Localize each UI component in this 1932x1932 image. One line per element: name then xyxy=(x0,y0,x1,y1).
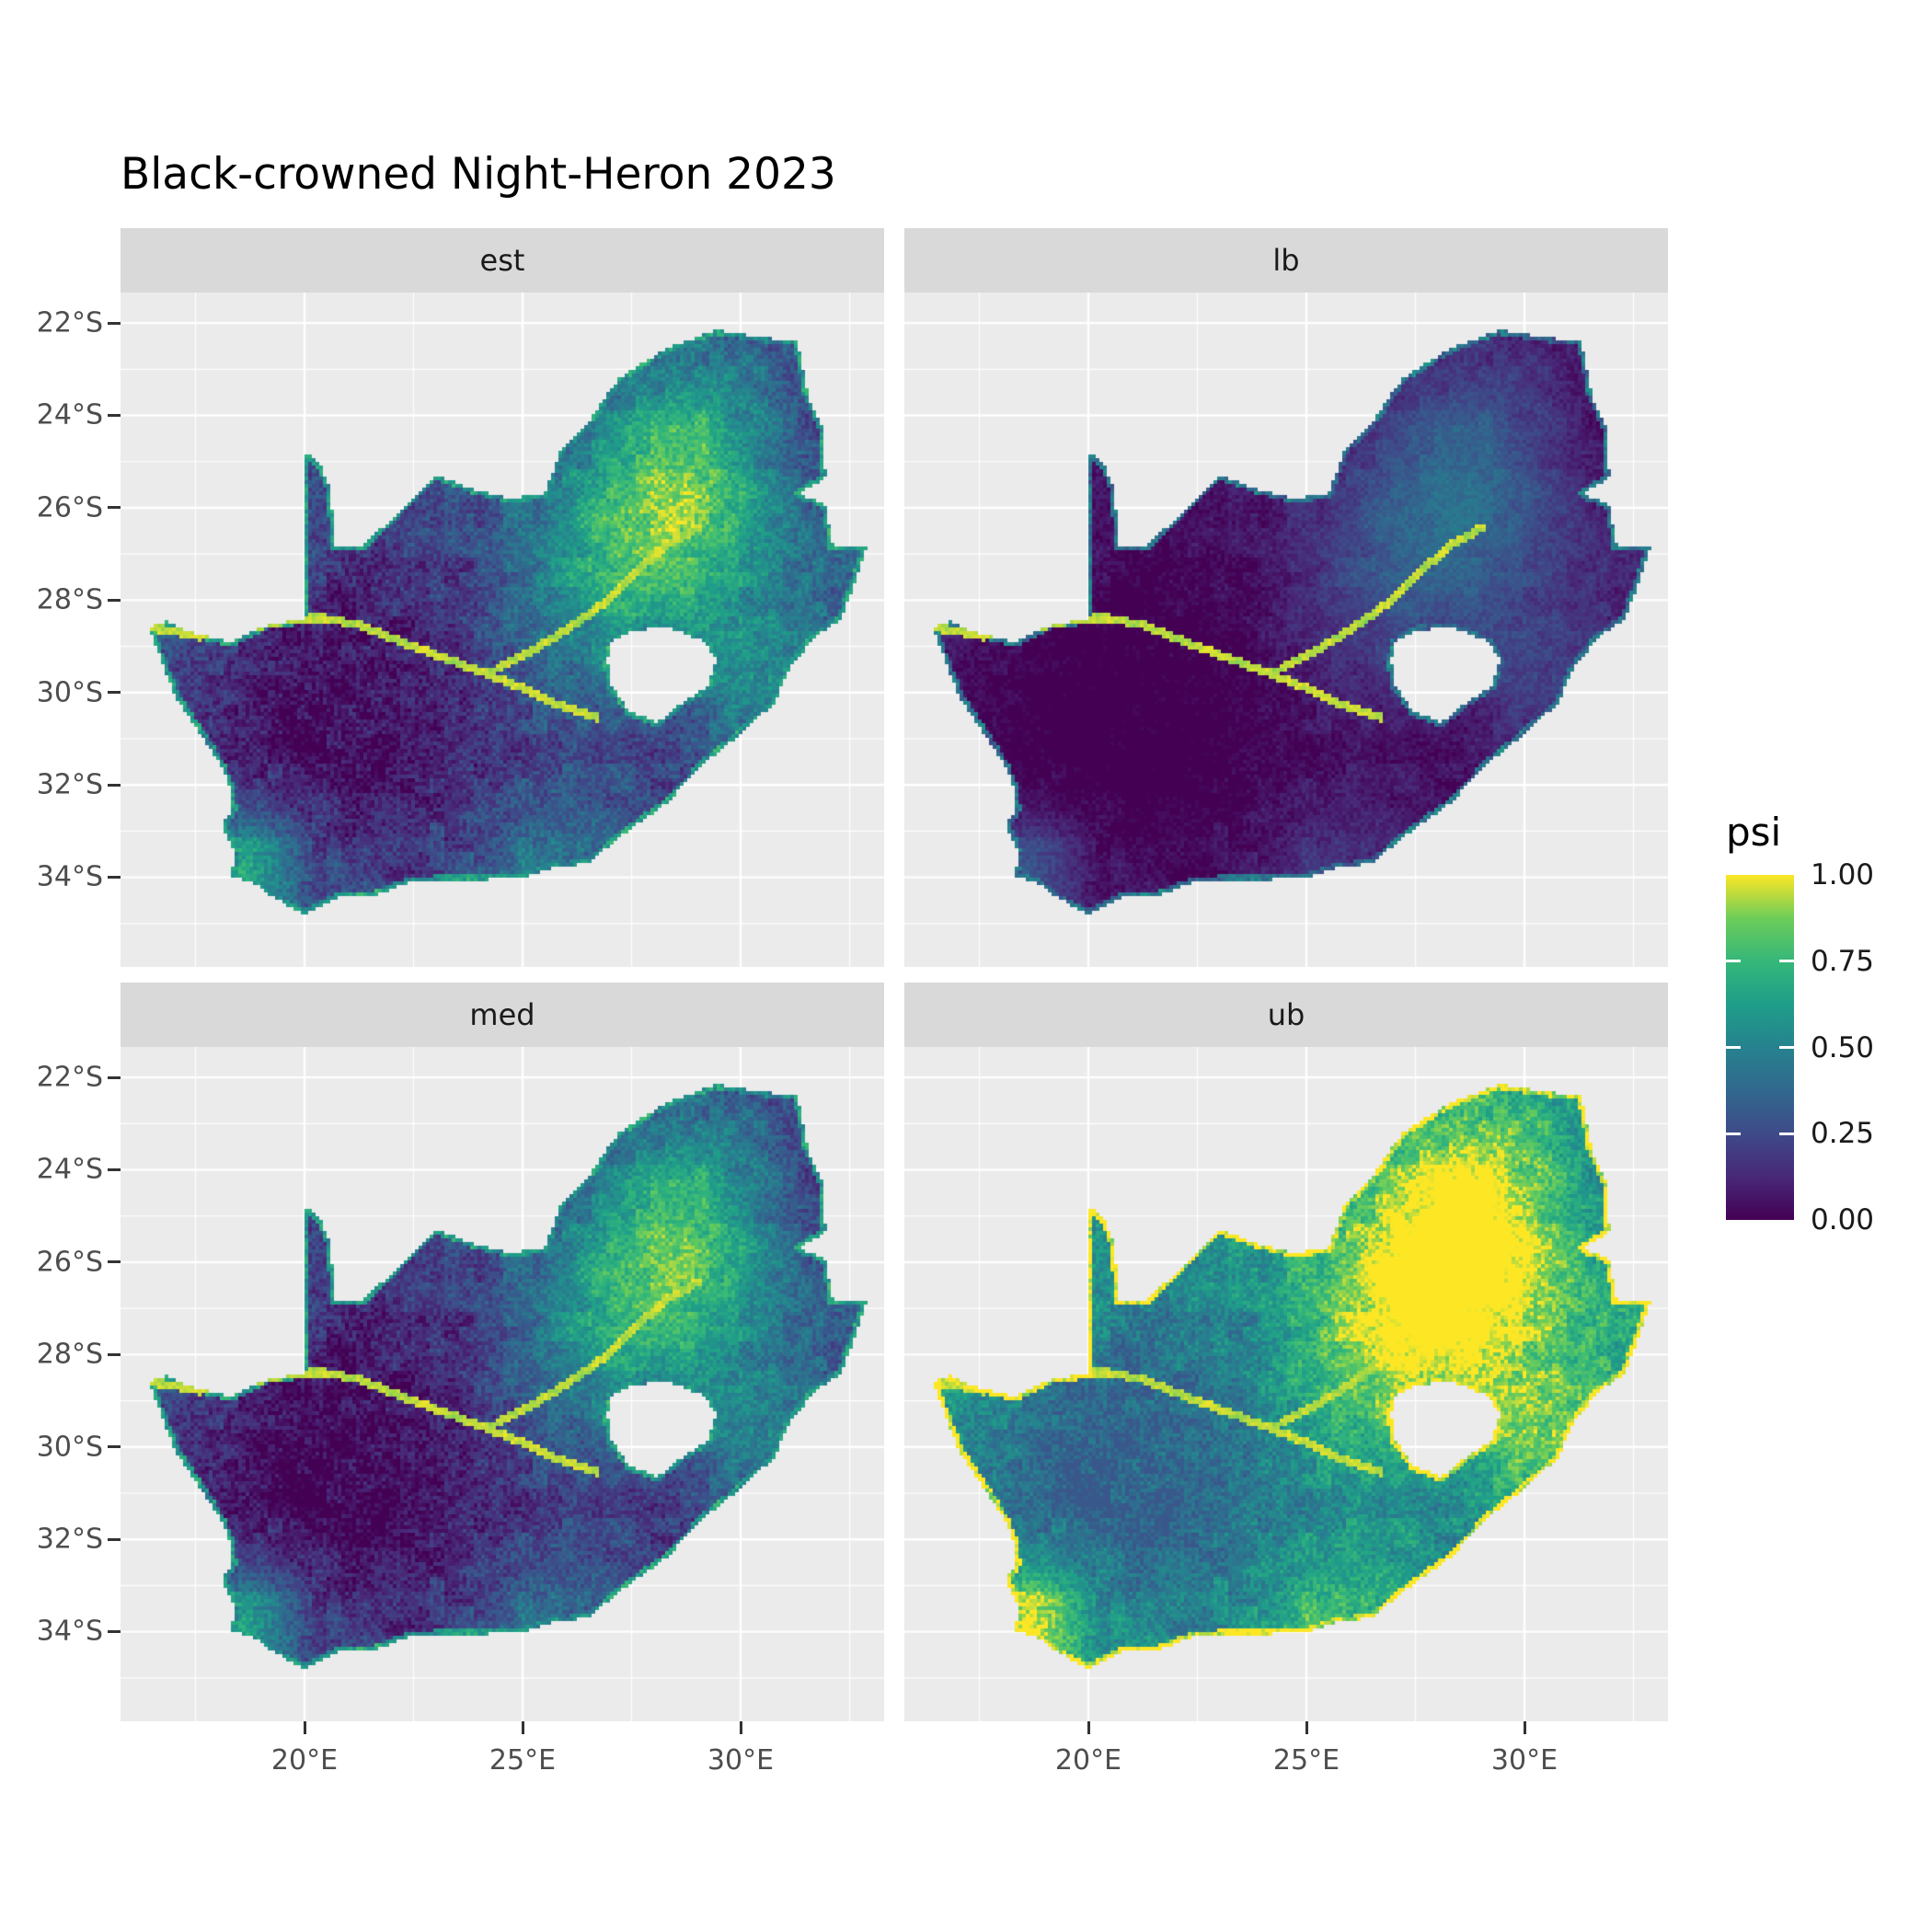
y-axis-tick-label: 22°S xyxy=(36,306,103,339)
y-axis-tick-label: 32°S xyxy=(36,1523,103,1556)
y-axis-tick-label: 24°S xyxy=(36,398,103,431)
facet-strip-label: est xyxy=(479,243,525,278)
legend-tick-label: 0.00 xyxy=(1811,1203,1875,1236)
facet-panel-med xyxy=(121,1047,884,1721)
y-axis-tick-label: 34°S xyxy=(36,860,103,893)
legend-tick-label: 1.00 xyxy=(1811,858,1875,891)
facet-strip-ub: ub xyxy=(904,983,1668,1047)
facet-panel-ub xyxy=(904,1047,1668,1721)
axis-tick-mark xyxy=(1305,1721,1308,1734)
legend-title: psi xyxy=(1726,810,1782,855)
axis-tick-mark xyxy=(108,875,121,879)
axis-tick-mark xyxy=(108,1075,121,1079)
axis-tick-mark xyxy=(108,413,121,417)
axis-tick-mark xyxy=(1523,1721,1526,1734)
axis-tick-mark xyxy=(108,1352,121,1356)
x-axis-tick-label: 30°E xyxy=(1490,1744,1558,1777)
legend-tick-label: 0.50 xyxy=(1811,1031,1875,1064)
facet-panel-est xyxy=(121,293,884,967)
y-axis-tick-label: 34°S xyxy=(36,1615,103,1648)
axis-tick-mark xyxy=(108,1445,121,1449)
y-axis-tick-label: 28°S xyxy=(36,583,103,616)
axis-tick-mark xyxy=(108,598,121,602)
y-axis-tick-label: 30°S xyxy=(36,1431,103,1464)
axis-tick-mark xyxy=(1087,1721,1090,1734)
map-canvas-est xyxy=(121,293,884,967)
map-canvas-med xyxy=(121,1047,884,1721)
axis-tick-mark xyxy=(108,1167,121,1171)
facet-strip-lb: lb xyxy=(904,228,1668,293)
axis-tick-mark xyxy=(108,1629,121,1633)
x-axis-tick-label: 25°E xyxy=(1272,1744,1340,1777)
facet-strip-med: med xyxy=(121,983,884,1047)
axis-tick-mark xyxy=(108,1260,121,1264)
colorbar-tick-mark xyxy=(1726,1132,1741,1135)
axis-tick-mark xyxy=(303,1721,306,1734)
y-axis-tick-label: 24°S xyxy=(36,1153,103,1186)
x-axis-tick-label: 25°E xyxy=(489,1744,557,1777)
x-axis-tick-label: 20°E xyxy=(270,1744,339,1777)
legend-tick-label: 0.25 xyxy=(1811,1117,1875,1150)
y-axis-tick-label: 26°S xyxy=(36,1246,103,1279)
colorbar-tick-mark xyxy=(1779,1046,1794,1049)
axis-tick-mark xyxy=(521,1721,524,1734)
y-axis-tick-label: 32°S xyxy=(36,768,103,801)
map-canvas-ub xyxy=(904,1047,1668,1721)
y-axis-tick-label: 26°S xyxy=(36,491,103,524)
axis-tick-mark xyxy=(108,1537,121,1541)
y-axis-tick-label: 28°S xyxy=(36,1338,103,1371)
x-axis-tick-label: 20°E xyxy=(1054,1744,1122,1777)
axis-tick-mark xyxy=(108,691,121,695)
legend-colorbar xyxy=(1726,875,1794,1220)
axis-tick-mark xyxy=(108,506,121,510)
colorbar-tick-mark xyxy=(1726,960,1741,963)
y-axis-tick-label: 22°S xyxy=(36,1061,103,1094)
x-axis-tick-label: 30°E xyxy=(707,1744,775,1777)
axis-tick-mark xyxy=(739,1721,742,1734)
y-axis-tick-label: 30°S xyxy=(36,676,103,709)
plot-title: Black-crowned Night-Heron 2023 xyxy=(121,149,836,200)
map-canvas-lb xyxy=(904,293,1668,967)
colorbar-tick-mark xyxy=(1779,1132,1794,1135)
facet-panel-lb xyxy=(904,293,1668,967)
facet-strip-label: lb xyxy=(1272,243,1300,278)
colorbar-tick-mark xyxy=(1726,1046,1741,1049)
facet-strip-label: med xyxy=(469,997,535,1032)
facet-strip-label: ub xyxy=(1267,997,1305,1032)
legend-tick-label: 0.75 xyxy=(1811,945,1875,978)
facet-strip-est: est xyxy=(121,228,884,293)
axis-tick-mark xyxy=(108,321,121,325)
colorbar-tick-mark xyxy=(1779,960,1794,963)
axis-tick-mark xyxy=(108,783,121,787)
